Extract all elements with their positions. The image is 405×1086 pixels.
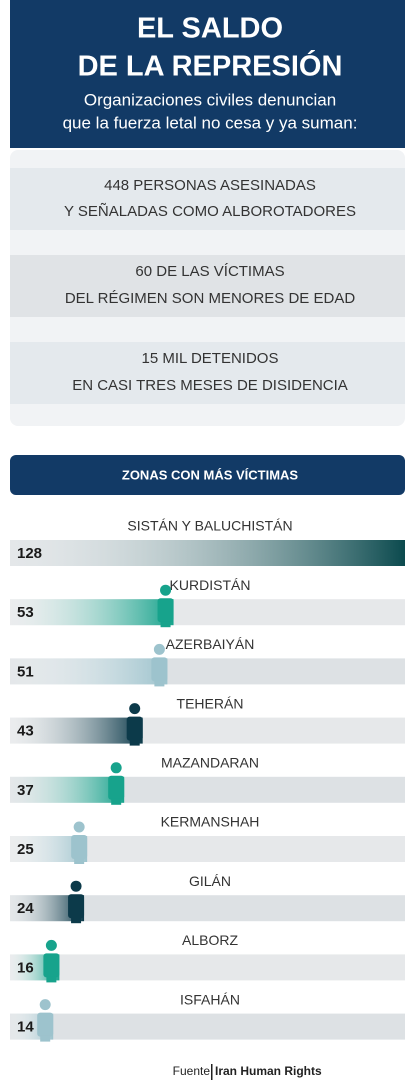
value-label: 37 [17, 782, 34, 799]
category-label: KERMANSHAH [161, 814, 260, 830]
value-label: 43 [17, 723, 34, 740]
bar [10, 776, 125, 803]
person-body [68, 894, 85, 919]
person-body [157, 598, 174, 623]
person-body [126, 716, 143, 741]
person-head [70, 880, 82, 892]
person-head [110, 762, 122, 774]
person-legs [71, 917, 82, 924]
person-body [37, 1012, 54, 1037]
header-box [10, 0, 405, 148]
category-label: SISTÁN Y BALUCHISTÁN [127, 518, 292, 534]
fact-text: EN CASI TRES MESES DE DISIDENCIA [72, 377, 348, 394]
value-label: 14 [17, 1019, 34, 1036]
title: DE LA REPRESIÓN [78, 49, 343, 83]
person-head [39, 999, 51, 1011]
bar [10, 717, 143, 744]
subtitle: Organizaciones civiles denuncian [84, 90, 336, 109]
category-label: ALBORZ [182, 932, 238, 948]
fact-text: Y SEÑALADAS COMO ALBOROTADORES [64, 203, 356, 220]
value-label: 24 [17, 900, 34, 917]
fact-text: 448 PERSONAS ASESINADAS [104, 177, 316, 194]
person-body [108, 775, 125, 800]
person-head [129, 703, 141, 715]
title: EL SALDO [137, 13, 283, 45]
fact-box [10, 168, 405, 230]
person-head [160, 584, 172, 596]
source-name: Iran Human Rights [215, 1064, 322, 1078]
bar [10, 540, 405, 566]
chart-title: ZONAS CON MÁS VÍCTIMAS [122, 467, 299, 482]
fact-box [10, 255, 405, 317]
value-label: 53 [17, 604, 34, 621]
person-legs [129, 739, 140, 746]
fact-text: 15 MIL DETENIDOS [142, 350, 279, 367]
subtitle: que la fuerza letal no cesa y ya suman: [63, 113, 358, 132]
category-label: GILÁN [189, 873, 231, 889]
value-label: 16 [17, 959, 34, 976]
fact-text: 60 DE LAS VÍCTIMAS [135, 263, 284, 280]
person-legs [154, 680, 165, 687]
category-label: MAZANDARAN [161, 755, 259, 771]
person-body [43, 953, 60, 978]
person-head [153, 643, 165, 655]
category-label: TEHERÁN [177, 695, 244, 711]
bar-track [10, 1013, 405, 1040]
chart-header [10, 455, 405, 495]
person-head [73, 821, 85, 833]
fact-box [10, 342, 405, 404]
separator [211, 1064, 213, 1080]
person-body [151, 657, 168, 682]
person-legs [40, 1035, 51, 1042]
category-label: AZERBAIYÁN [166, 636, 255, 652]
person-body [71, 835, 88, 859]
category-label: KURDISTÁN [170, 577, 251, 593]
value-label: 25 [17, 841, 34, 858]
category-label: ISFAHÁN [180, 991, 240, 1007]
bar [10, 599, 174, 626]
person-legs [111, 798, 122, 805]
fact-text: DEL RÉGIMEN SON MENORES DE EDAD [65, 290, 355, 307]
bar-track [10, 954, 405, 981]
person-head [45, 939, 57, 951]
person-legs [160, 621, 171, 628]
person-legs [74, 858, 85, 864]
source-label: Fuente [173, 1064, 211, 1078]
bar [10, 658, 168, 685]
value-label: 128 [17, 545, 42, 562]
person-legs [46, 976, 57, 983]
value-label: 51 [17, 663, 34, 680]
